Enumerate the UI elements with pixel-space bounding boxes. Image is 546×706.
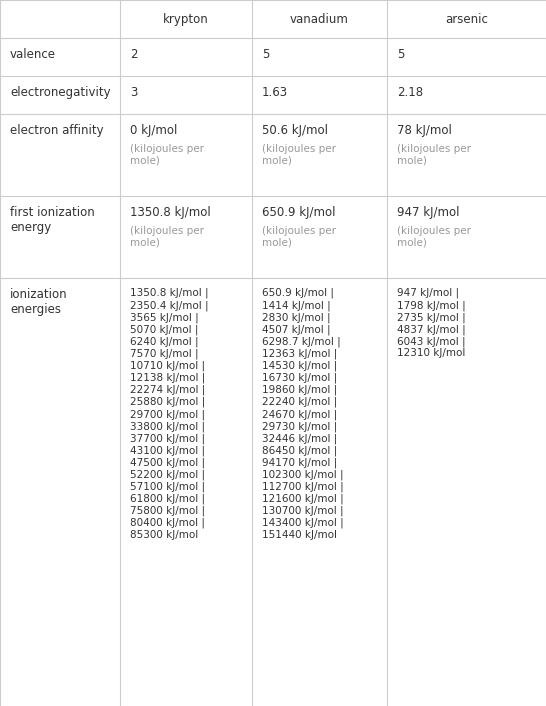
Text: 5: 5 (262, 48, 269, 61)
Text: valence: valence (10, 48, 56, 61)
Text: 1350.8 kJ/mol |
2350.4 kJ/mol |
3565 kJ/mol |
5070 kJ/mol |
6240 kJ/mol |
7570 k: 1350.8 kJ/mol | 2350.4 kJ/mol | 3565 kJ/… (130, 288, 209, 540)
Text: 947 kJ/mol: 947 kJ/mol (397, 206, 460, 219)
Text: (kilojoules per
mole): (kilojoules per mole) (130, 226, 204, 248)
Text: first ionization
energy: first ionization energy (10, 206, 95, 234)
Text: 50.6 kJ/mol: 50.6 kJ/mol (262, 124, 328, 137)
Text: arsenic: arsenic (445, 13, 488, 25)
Text: 650.9 kJ/mol: 650.9 kJ/mol (262, 206, 335, 219)
Text: (kilojoules per
mole): (kilojoules per mole) (130, 144, 204, 166)
Text: 0 kJ/mol: 0 kJ/mol (130, 124, 177, 137)
Text: 2.18: 2.18 (397, 86, 423, 99)
Text: electronegativity: electronegativity (10, 86, 111, 99)
Text: (kilojoules per
mole): (kilojoules per mole) (397, 226, 471, 248)
Text: ionization
energies: ionization energies (10, 288, 68, 316)
Text: 3: 3 (130, 86, 138, 99)
Text: 1.63: 1.63 (262, 86, 288, 99)
Text: 650.9 kJ/mol |
1414 kJ/mol |
2830 kJ/mol |
4507 kJ/mol |
6298.7 kJ/mol |
12363 k: 650.9 kJ/mol | 1414 kJ/mol | 2830 kJ/mol… (262, 288, 344, 540)
Text: 2: 2 (130, 48, 138, 61)
Text: (kilojoules per
mole): (kilojoules per mole) (397, 144, 471, 166)
Text: 1350.8 kJ/mol: 1350.8 kJ/mol (130, 206, 211, 219)
Text: (kilojoules per
mole): (kilojoules per mole) (262, 226, 336, 248)
Text: 947 kJ/mol |
1798 kJ/mol |
2735 kJ/mol |
4837 kJ/mol |
6043 kJ/mol |
12310 kJ/mo: 947 kJ/mol | 1798 kJ/mol | 2735 kJ/mol |… (397, 288, 466, 359)
Text: krypton: krypton (163, 13, 209, 25)
Text: vanadium: vanadium (290, 13, 349, 25)
Text: 78 kJ/mol: 78 kJ/mol (397, 124, 452, 137)
Text: electron affinity: electron affinity (10, 124, 104, 137)
Text: (kilojoules per
mole): (kilojoules per mole) (262, 144, 336, 166)
Text: 5: 5 (397, 48, 405, 61)
